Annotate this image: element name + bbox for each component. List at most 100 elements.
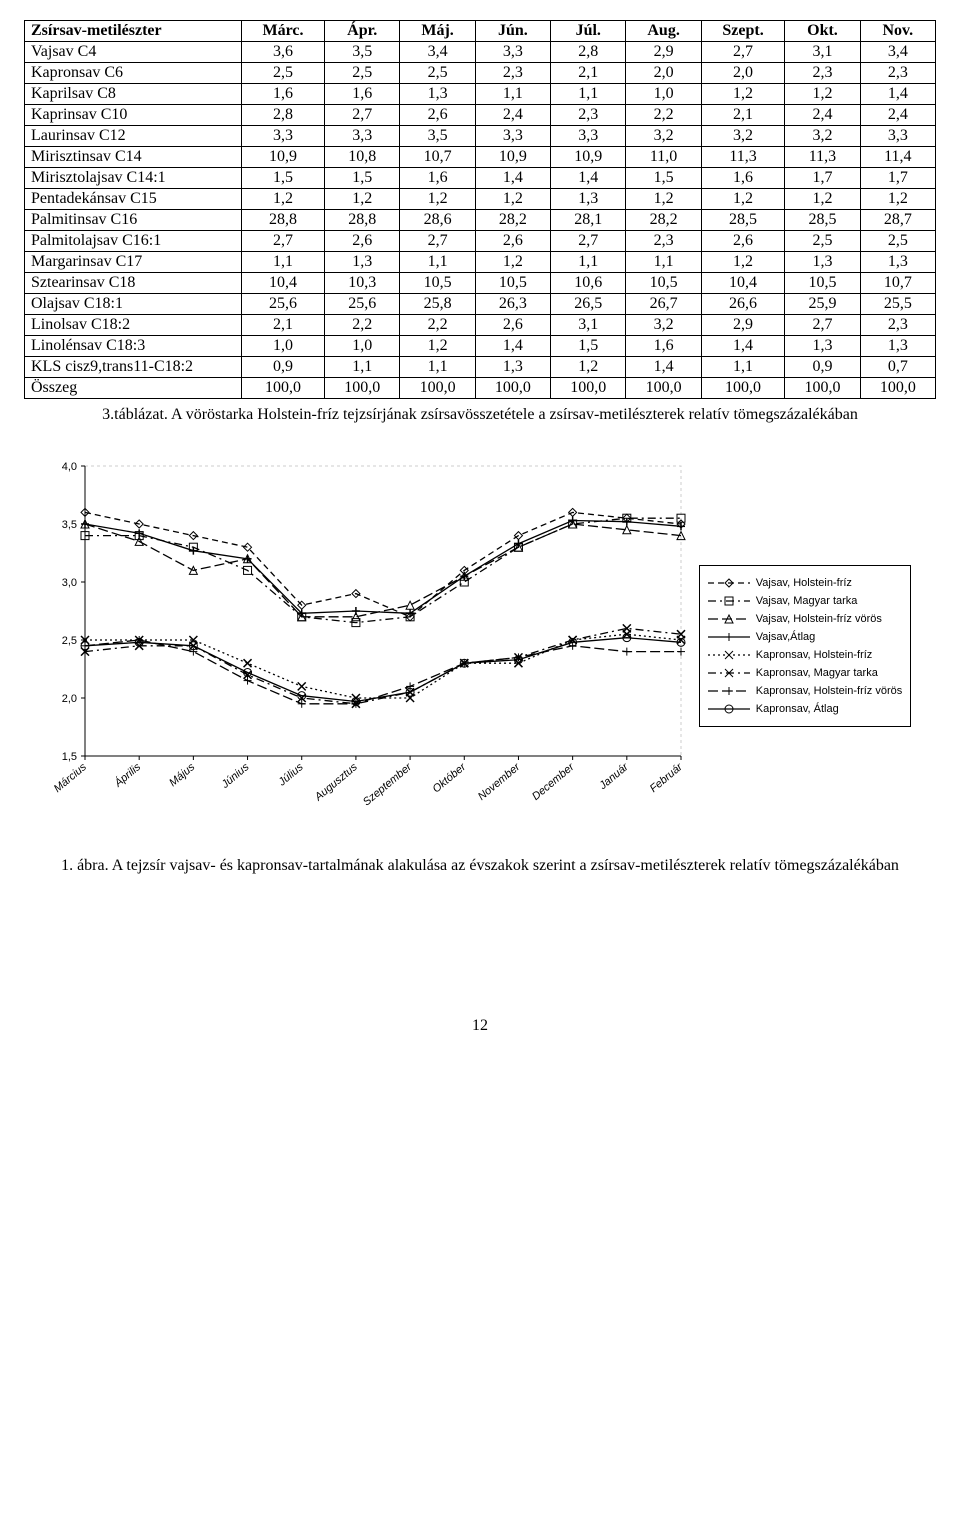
- table-cell: 1,2: [551, 357, 626, 378]
- table-cell: 2,7: [400, 231, 475, 252]
- row-label: Margarinsav C17: [25, 252, 242, 273]
- table-cell: 26,5: [551, 294, 626, 315]
- table-cell: 1,3: [785, 336, 860, 357]
- row-label: Palmitinsav C16: [25, 210, 242, 231]
- table-cell: 0,9: [785, 357, 860, 378]
- row-label: Összeg: [25, 378, 242, 399]
- table-row: Sztearinsav C1810,410,310,510,510,610,51…: [25, 273, 936, 294]
- table-cell: 10,3: [325, 273, 400, 294]
- fatty-acid-table: Zsírsav-metilészterMárc.Ápr.Máj.Jún.Júl.…: [24, 20, 936, 399]
- svg-text:2,5: 2,5: [61, 635, 76, 647]
- legend-label: Kapronsav, Holstein-fríz: [756, 649, 873, 661]
- table-cell: 1,2: [785, 84, 860, 105]
- table-cell: 26,3: [475, 294, 550, 315]
- figure-caption: 1. ábra. A tejzsír vajsav- és kapronsav-…: [44, 856, 916, 877]
- table-cell: 3,5: [400, 126, 475, 147]
- chart-legend: Vajsav, Holstein-frízVajsav, Magyar tark…: [699, 565, 912, 727]
- table-cell: 10,9: [475, 147, 550, 168]
- table-cell: 28,5: [785, 210, 860, 231]
- table-cell: 2,5: [400, 63, 475, 84]
- table-cell: 2,4: [860, 105, 935, 126]
- table-cell: 2,3: [860, 63, 935, 84]
- table-cell: 100,0: [626, 378, 701, 399]
- table-cell: 1,5: [551, 336, 626, 357]
- table-cell: 1,3: [475, 357, 550, 378]
- table-row: Palmitinsav C1628,828,828,628,228,128,22…: [25, 210, 936, 231]
- table-cell: 11,4: [860, 147, 935, 168]
- table-cell: 1,3: [860, 252, 935, 273]
- table-col-header: Ápr.: [325, 21, 400, 42]
- table-cell: 10,4: [242, 273, 325, 294]
- table-cell: 1,1: [400, 252, 475, 273]
- table-cell: 2,7: [785, 315, 860, 336]
- legend-label: Vajsav, Magyar tarka: [756, 595, 858, 607]
- table-cell: 10,4: [701, 273, 785, 294]
- legend-item: Kapronsav, Magyar tarka: [708, 666, 903, 680]
- table-cell: 2,2: [626, 105, 701, 126]
- table-col-header: Okt.: [785, 21, 860, 42]
- table-cell: 1,0: [325, 336, 400, 357]
- table-col-header: Márc.: [242, 21, 325, 42]
- table-cell: 2,7: [551, 231, 626, 252]
- table-cell: 1,4: [860, 84, 935, 105]
- table-cell: 10,9: [551, 147, 626, 168]
- table-cell: 3,3: [551, 126, 626, 147]
- table-cell: 1,2: [701, 189, 785, 210]
- table-cell: 2,9: [701, 315, 785, 336]
- table-cell: 3,3: [860, 126, 935, 147]
- table-cell: 2,2: [325, 315, 400, 336]
- table-cell: 1,1: [325, 357, 400, 378]
- table-cell: 1,4: [475, 336, 550, 357]
- table-cell: 3,4: [400, 42, 475, 63]
- table-cell: 100,0: [860, 378, 935, 399]
- table-cell: 2,6: [475, 231, 550, 252]
- table-row: Vajsav C43,63,53,43,32,82,92,73,13,4: [25, 42, 936, 63]
- table-cell: 100,0: [475, 378, 550, 399]
- table-cell: 2,5: [325, 63, 400, 84]
- table-cell: 11,3: [701, 147, 785, 168]
- table-cell: 28,1: [551, 210, 626, 231]
- row-label: Mirisztolajsav C14:1: [25, 168, 242, 189]
- table-row: Palmitolajsav C16:12,72,62,72,62,72,32,6…: [25, 231, 936, 252]
- legend-label: Vajsav, Holstein-fríz vörös: [756, 613, 882, 625]
- table-cell: 1,3: [325, 252, 400, 273]
- table-cell: 1,3: [551, 189, 626, 210]
- table-cell: 10,5: [475, 273, 550, 294]
- row-label: Kapronsav C6: [25, 63, 242, 84]
- table-cell: 0,9: [242, 357, 325, 378]
- row-label: Palmitolajsav C16:1: [25, 231, 242, 252]
- table-cell: 100,0: [400, 378, 475, 399]
- table-cell: 1,5: [626, 168, 701, 189]
- table-cell: 25,8: [400, 294, 475, 315]
- table-cell: 1,6: [701, 168, 785, 189]
- table-row: Linolsav C18:22,12,22,22,63,13,22,92,72,…: [25, 315, 936, 336]
- table-row: KLS cisz9,trans11-C18:20,91,11,11,31,21,…: [25, 357, 936, 378]
- table-cell: 25,6: [242, 294, 325, 315]
- table-col-header: Júl.: [551, 21, 626, 42]
- table-cell: 3,2: [626, 126, 701, 147]
- row-label: Sztearinsav C18: [25, 273, 242, 294]
- table-cell: 2,5: [860, 231, 935, 252]
- table-cell: 100,0: [325, 378, 400, 399]
- table-cell: 11,0: [626, 147, 701, 168]
- table-cell: 2,5: [242, 63, 325, 84]
- table-cell: 3,5: [325, 42, 400, 63]
- table-cell: 11,3: [785, 147, 860, 168]
- row-label: KLS cisz9,trans11-C18:2: [25, 357, 242, 378]
- table-cell: 25,6: [325, 294, 400, 315]
- table-cell: 2,0: [701, 63, 785, 84]
- table-cell: 1,1: [551, 252, 626, 273]
- table-cell: 1,2: [400, 189, 475, 210]
- table-cell: 28,5: [701, 210, 785, 231]
- table-cell: 100,0: [242, 378, 325, 399]
- table-cell: 1,2: [400, 336, 475, 357]
- table-caption: 3.táblázat. A vöröstarka Holstein-fríz t…: [84, 405, 876, 426]
- page-number: 12: [24, 1017, 936, 1035]
- table-cell: 28,2: [626, 210, 701, 231]
- table-row: Laurinsav C123,33,33,53,33,33,23,23,23,3: [25, 126, 936, 147]
- table-cell: 2,8: [551, 42, 626, 63]
- table-row: Kaprilsav C81,61,61,31,11,11,01,21,21,4: [25, 84, 936, 105]
- table-row: Pentadekánsav C151,21,21,21,21,31,21,21,…: [25, 189, 936, 210]
- row-label: Pentadekánsav C15: [25, 189, 242, 210]
- table-cell: 1,2: [242, 189, 325, 210]
